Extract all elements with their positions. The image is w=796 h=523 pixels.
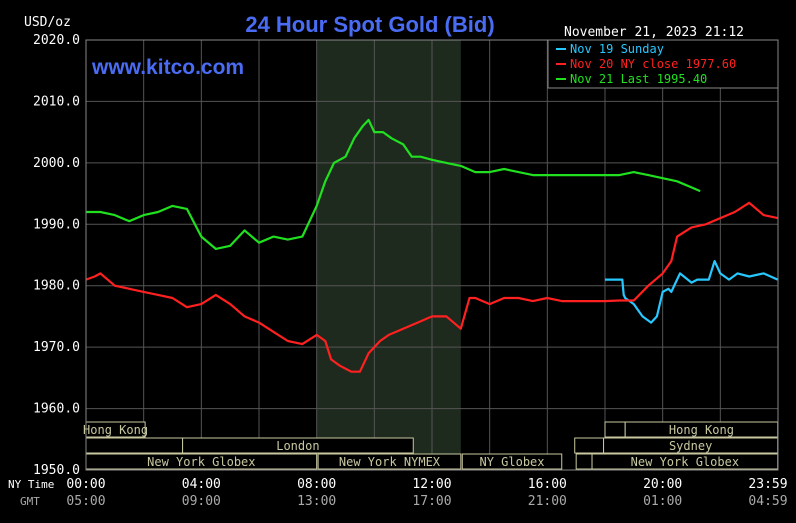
x-tick-label-gmt: 13:00 [297,494,336,509]
axes: 2020.0 2010.0 2000.0 1990.0 1980.0 1970.0 1960… [8,33,788,509]
session-label: London [276,439,319,453]
session-bars: Hong Kong London New York Globex New York N… [83,421,779,470]
x-tick-label-gmt: 17:00 [412,494,451,509]
x-tick-label-ny: 00:00 [66,477,105,492]
x-tick-label-gmt: 04:59 [748,494,787,509]
session-box [317,453,462,470]
x-tick-label-ny: 20:00 [643,477,682,492]
series-line [85,201,778,373]
session-label: New York Globex [631,455,739,469]
x-tick-label-ny: 12:00 [412,477,451,492]
timestamp: November 21, 2023 21:12 [564,25,744,40]
x-tick-label-gmt: 05:00 [66,494,105,509]
session-box [575,453,593,470]
session-box [574,437,605,454]
y-axis-unit: USD/oz [24,15,71,30]
legend-box [547,39,779,89]
session-label: NY Globex [479,455,544,469]
plot-border [85,39,779,471]
y-tick-label: 1980.0 [33,279,80,294]
session-box [85,437,184,454]
x-tick-label-ny: 16:00 [528,477,567,492]
y-tick-label: 2000.0 [33,156,80,171]
session-label: New York Globex [147,455,255,469]
chart-title: 24 Hour Spot Gold (Bid) [245,12,494,37]
nymex-highlight-band [316,40,461,470]
session-box [461,453,563,470]
watermark: www.kitco.com [91,56,244,79]
x-tick-label-ny: 08:00 [297,477,336,492]
session-label: New York NYMEX [339,455,441,469]
x-tick-label-ny: 04:00 [182,477,221,492]
x-row-label-gmt: GMT [20,495,40,508]
y-tick-label: 1970.0 [33,340,80,355]
session-box [182,437,414,454]
x-tick-label-ny: 23:59 [748,477,787,492]
series-line [86,118,701,250]
series-lines [85,118,779,373]
x-tick-label-gmt: 21:00 [528,494,567,509]
y-tick-label: 2020.0 [33,33,80,48]
y-tick-label: 1960.0 [33,402,80,417]
y-tick-label: 1950.0 [33,463,80,478]
x-row-label-ny: NY Time [8,478,54,491]
x-tick-label-gmt: 09:00 [182,494,221,509]
session-box [604,421,626,438]
session-label: Hong Kong [669,423,734,437]
y-tick-label: 2010.0 [33,94,80,109]
y-tick-label: 1990.0 [33,217,80,232]
legend-label: Nov 19 Sunday [570,42,664,56]
legend-label: Nov 20 NY close 1977.60 [570,57,736,71]
legend-label: Nov 21 Last 1995.40 [570,72,707,86]
session-label: Hong Kong [83,423,148,437]
session-label: Sydney [669,439,712,453]
x-tick-label-gmt: 01:00 [643,494,682,509]
